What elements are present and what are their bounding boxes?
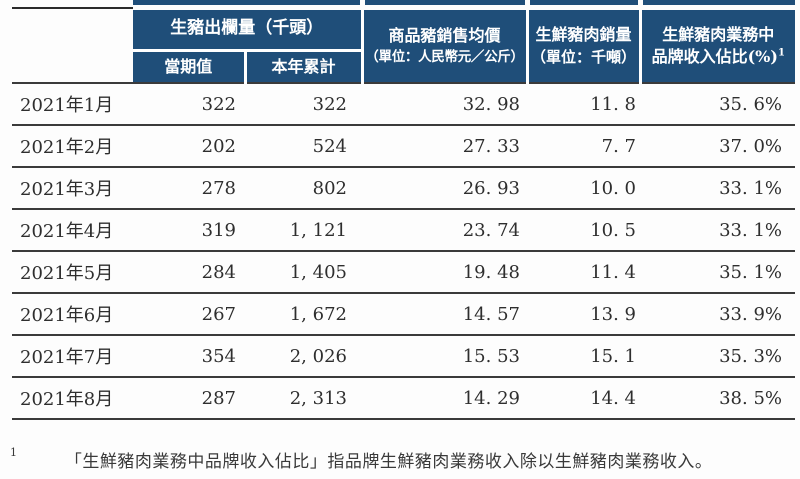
cell-avg-price: 14. 57 [362, 293, 527, 336]
cell-period: 2021年3月 [12, 167, 133, 210]
cell-avg-price: 32. 98 [362, 82, 527, 126]
table-row: 2021年1月 322 322 32. 98 11. 8 35. 6% [12, 82, 795, 126]
cell-fresh-sales: 10. 0 [527, 167, 640, 210]
cell-avg-price: 15. 53 [362, 335, 527, 378]
cell-current: 278 [133, 167, 245, 210]
cell-fresh-sales: 15. 1 [527, 335, 640, 378]
cell-period: 2021年2月 [12, 125, 133, 168]
header-avg-price: 商品豬銷售均價 （單位：人民幣元／公斤） [360, 10, 527, 83]
cell-current: 287 [133, 377, 245, 420]
cell-ytd: 1, 672 [245, 293, 362, 336]
footnote: 1 「生鮮豬肉業務中品牌收入佔比」指品牌生鮮豬肉業務收入除以生鮮豬肉業務收入。 [10, 446, 790, 472]
table-row: 2021年8月 287 2, 313 14. 29 14. 4 38. 5% [12, 377, 795, 420]
cell-avg-price: 27. 33 [362, 125, 527, 168]
cell-brand-share: 38. 5% [640, 377, 795, 420]
cell-avg-price: 19. 48 [362, 251, 527, 294]
header-fresh-volume-line1: 生鮮豬肉銷量 [535, 25, 632, 45]
cropped-header-band [133, 0, 795, 5]
cell-period: 2021年6月 [12, 293, 133, 336]
table-row: 2021年6月 267 1, 672 14. 57 13. 9 33. 9% [12, 293, 795, 336]
table-row: 2021年4月 319 1, 121 23. 74 10. 5 33. 1% [12, 209, 795, 252]
cell-period: 2021年1月 [12, 82, 133, 126]
footnote-marker: 1 [777, 47, 785, 59]
cell-period: 2021年4月 [12, 209, 133, 252]
header-ytd-cumulative: 本年累計 [243, 48, 362, 83]
cell-current: 284 [133, 251, 245, 294]
cell-avg-price: 23. 74 [362, 209, 527, 252]
footnote-marker: 1 [10, 446, 17, 459]
cell-current: 322 [133, 82, 245, 126]
header-avg-price-line2: （單位：人民幣元／公斤） [365, 48, 524, 65]
cell-avg-price: 26. 93 [362, 167, 527, 210]
monthly-operations-table: 生豬出欄量（千頭） 商品豬銷售均價 （單位：人民幣元／公斤） 生鮮豬肉銷量 （單… [12, 10, 795, 420]
cell-ytd: 1, 405 [245, 251, 362, 294]
cell-brand-share: 37. 0% [640, 125, 795, 168]
cell-current: 354 [133, 335, 245, 378]
header-hog-output: 生豬出欄量（千頭） [133, 10, 362, 50]
band-segment [133, 0, 360, 5]
cell-period: 2021年5月 [12, 251, 133, 294]
header-brand-share-line2-text: 品牌收入佔比(%) [651, 47, 778, 66]
cell-ytd: 802 [245, 167, 362, 210]
cell-fresh-sales: 11. 8 [527, 82, 640, 126]
header-avg-price-line1: 商品豬銷售均價 [388, 26, 501, 46]
band-segment [530, 0, 638, 5]
header-fresh-volume: 生鮮豬肉銷量 （單位：千噸） [525, 10, 640, 83]
cell-ytd: 322 [245, 82, 362, 126]
header-fresh-volume-line2: （單位：千噸） [530, 47, 636, 66]
cell-period: 2021年8月 [12, 377, 133, 420]
cell-brand-share: 33. 1% [640, 209, 795, 252]
table-row: 2021年5月 284 1, 405 19. 48 11. 4 35. 1% [12, 251, 795, 294]
cell-ytd: 524 [245, 125, 362, 168]
cell-brand-share: 35. 1% [640, 251, 795, 294]
cell-fresh-sales: 13. 9 [527, 293, 640, 336]
cell-current: 202 [133, 125, 245, 168]
header-brand-share-line2: 品牌收入佔比(%)1 [642, 46, 796, 68]
table-header: 生豬出欄量（千頭） 商品豬銷售均價 （單位：人民幣元／公斤） 生鮮豬肉銷量 （單… [12, 10, 795, 83]
header-brand-share: 生鮮豬肉業務中 品牌收入佔比(%)1 [638, 10, 796, 83]
cell-ytd: 1, 121 [245, 209, 362, 252]
cell-fresh-sales: 11. 4 [527, 251, 640, 294]
table-row: 2021年3月 278 802 26. 93 10. 0 33. 1% [12, 167, 795, 210]
cell-brand-share: 35. 6% [640, 82, 795, 126]
cell-ytd: 2, 313 [245, 377, 362, 420]
cell-brand-share: 33. 1% [640, 167, 795, 210]
table-body: 2021年1月 322 322 32. 98 11. 8 35. 6% 2021… [12, 82, 795, 420]
cell-current: 319 [133, 209, 245, 252]
band-segment [365, 0, 525, 5]
corner-cell-top-border [12, 7, 133, 9]
footnote-text: 「生鮮豬肉業務中品牌收入佔比」指品牌生鮮豬肉業務收入除以生鮮豬肉業務收入。 [64, 452, 713, 472]
cell-brand-share: 35. 3% [640, 335, 795, 378]
header-brand-share-line1: 生鮮豬肉業務中 [662, 24, 775, 44]
corner-cell [12, 10, 133, 83]
cell-fresh-sales: 14. 4 [527, 377, 640, 420]
header-current-value: 當期值 [133, 48, 245, 83]
cell-ytd: 2, 026 [245, 335, 362, 378]
cell-avg-price: 14. 29 [362, 377, 527, 420]
table-row: 2021年2月 202 524 27. 33 7. 7 37. 0% [12, 125, 795, 168]
table-row: 2021年7月 354 2, 026 15. 53 15. 1 35. 3% [12, 335, 795, 378]
cell-current: 267 [133, 293, 245, 336]
band-segment [643, 0, 795, 5]
cell-fresh-sales: 7. 7 [527, 125, 640, 168]
cell-fresh-sales: 10. 5 [527, 209, 640, 252]
cell-period: 2021年7月 [12, 335, 133, 378]
cell-brand-share: 33. 9% [640, 293, 795, 336]
